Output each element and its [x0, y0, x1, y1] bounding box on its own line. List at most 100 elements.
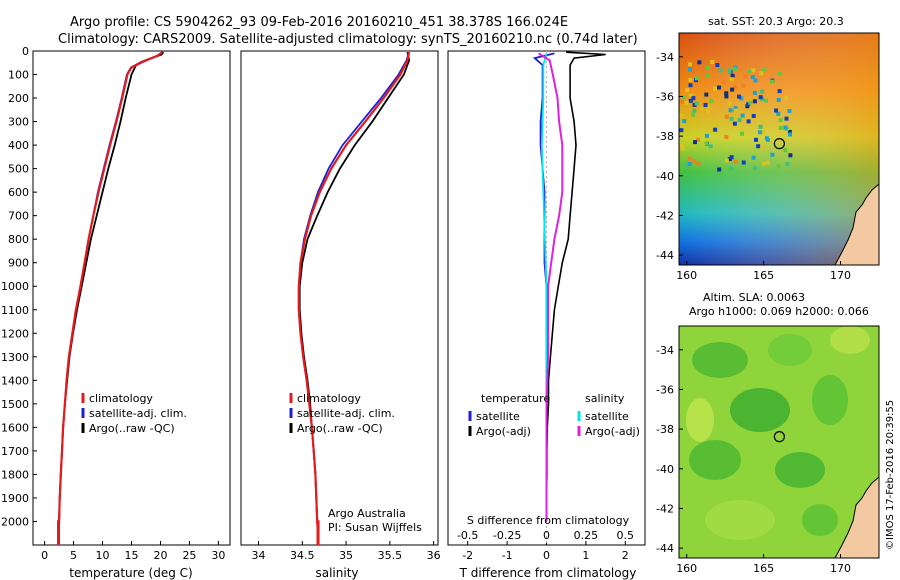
- depth-tick-label: 1500: [1, 398, 29, 411]
- lon-tick-label: 165: [753, 562, 774, 575]
- x-tick-label: 36: [427, 549, 441, 562]
- salinity-axes-box: [240, 50, 439, 546]
- sst-map-axes: 160 165 170 -34 -36 -38 -40 -42 -44: [656, 51, 851, 282]
- depth-tick-label: 1200: [1, 327, 29, 340]
- sst-pixel: [760, 89, 765, 94]
- sst-pixel: [760, 110, 765, 115]
- x-tick-label: -1: [502, 549, 513, 562]
- sst-pixel: [721, 80, 726, 85]
- sst-pixel: [776, 111, 781, 116]
- annotation-pi: PI: Susan Wijffels: [328, 521, 422, 534]
- series-line-climatology: [57, 51, 163, 534]
- sst-pixel: [685, 88, 690, 93]
- sst-pixel: [787, 109, 792, 113]
- lat-tick-label: -38: [656, 423, 674, 436]
- sst-pixel: [733, 108, 738, 113]
- sla-map-panel: Altim. SLA: 0.0063 Argo h1000: 0.069 h20…: [656, 291, 880, 575]
- x-tick-label: 25: [182, 549, 196, 562]
- annotation-argo-australia: Argo Australia: [328, 507, 406, 520]
- sst-pixel: [759, 71, 764, 76]
- sst-pixel: [706, 104, 711, 109]
- temperature-profiles: [56, 51, 165, 545]
- x-tick-label: 10: [96, 549, 110, 562]
- sst-pixel: [727, 68, 732, 73]
- legend-entry: Argo(-adj): [476, 425, 531, 438]
- sst-pixel: [740, 131, 744, 136]
- sst-pixel: [704, 141, 709, 146]
- sst-pixel: [697, 60, 702, 65]
- x-tick-label: 34.5: [290, 549, 315, 562]
- sst-pixel: [756, 144, 761, 149]
- sla-blob: [686, 398, 714, 442]
- sst-pixel: [783, 148, 788, 153]
- diff-line-salinity-satellite: [540, 53, 548, 522]
- header-line-2: Climatology: CARS2009. Satellite-adjuste…: [58, 32, 638, 47]
- sst-pixel: [778, 71, 782, 76]
- sst-pixel: [751, 155, 756, 160]
- sla-blob: [775, 452, 825, 488]
- sst-pixel: [724, 91, 729, 96]
- sla-map-title: Altim. SLA: 0.0063: [703, 291, 805, 304]
- temperature-panel: 0100200300400500600700800900100011001200…: [1, 45, 231, 580]
- lat-tick-label: -40: [656, 170, 674, 183]
- temperature-xlabel: temperature (deg C): [69, 566, 192, 580]
- sst-pixel: [776, 97, 781, 102]
- sst-map-frame: [678, 32, 880, 266]
- sst-pixel: [704, 133, 709, 138]
- salinity-legend: climatology satellite-adj. clim. Argo(..ra…: [289, 392, 395, 435]
- lon-tick-label: 170: [830, 269, 851, 282]
- sst-pixel: [739, 96, 744, 101]
- x-tick-label: 35: [339, 549, 353, 562]
- sst-pixel: [724, 114, 729, 119]
- sst-land: [834, 183, 879, 265]
- sst-pixel: [688, 98, 693, 103]
- sst-pixel: [751, 68, 756, 73]
- lat-tick-label: -44: [656, 249, 674, 262]
- sst-pixel: [752, 99, 757, 104]
- sla-blob: [812, 375, 848, 425]
- sst-argo-location-marker: [773, 138, 785, 150]
- sst-pixel: [715, 121, 720, 126]
- sst-pixel: [718, 68, 723, 73]
- sst-pixel: [712, 63, 717, 68]
- x-tick-label: 2: [622, 549, 629, 562]
- x-tick-label: 15: [125, 549, 139, 562]
- lat-tick-label: -44: [656, 542, 674, 555]
- s-tick-label: 0.25: [574, 529, 599, 542]
- sst-pixel: [750, 75, 755, 79]
- legend-group-title: temperature: [481, 392, 550, 405]
- lon-tick-label: 160: [676, 562, 697, 575]
- sst-pixel: [688, 62, 692, 67]
- imos-timestamp: ©IMOS 17-Feb-2016 20:39:55: [885, 400, 896, 550]
- sla-map-axes: 160 165 170 -34 -36 -38 -40 -42 -44: [656, 344, 851, 575]
- sst-pixel: [762, 67, 767, 72]
- sst-pixel: [770, 79, 775, 84]
- sst-pixel: [732, 121, 737, 126]
- temperature-axes-box: [32, 50, 231, 546]
- depth-axis: 0 100 200 300 400 500 600 700 800 900 1000 1100 1200…: [1, 45, 37, 528]
- sst-pixel: [679, 99, 684, 104]
- lat-tick-label: -42: [656, 502, 674, 515]
- depth-tick-label: 1900: [1, 492, 29, 505]
- t-difference-x-axis: -2 -1 0 1 2: [462, 541, 629, 562]
- sst-pixel: [729, 166, 734, 171]
- depth-tick-label: 700: [8, 210, 29, 223]
- sst-pixel: [717, 85, 721, 90]
- legend-entry: Argo(..raw -QC): [89, 422, 175, 435]
- x-tick-label: 34: [252, 549, 266, 562]
- difference-legend: temperature satellite Argo(-adj) salinity sa…: [468, 392, 640, 438]
- sla-blob: [705, 500, 775, 540]
- depth-tick-label: 500: [8, 163, 29, 176]
- sst-pixel: [760, 118, 765, 122]
- sst-pixel: [757, 130, 762, 135]
- sla-map-subtitle: Argo h1000: 0.069 h2000: 0.066: [689, 305, 869, 318]
- s-tick-label: 0.5: [617, 529, 635, 542]
- sst-pixel: [680, 146, 685, 151]
- sst-pixel: [752, 165, 757, 170]
- sst-pixel: [705, 65, 710, 70]
- lon-tick-label: 160: [676, 269, 697, 282]
- depth-tick-label: 300: [8, 116, 29, 129]
- header-line-1: Argo profile: CS 5904262_93 09-Feb-2016 …: [70, 15, 568, 30]
- lat-tick-label: -36: [656, 383, 674, 396]
- sst-pixel: [729, 116, 734, 121]
